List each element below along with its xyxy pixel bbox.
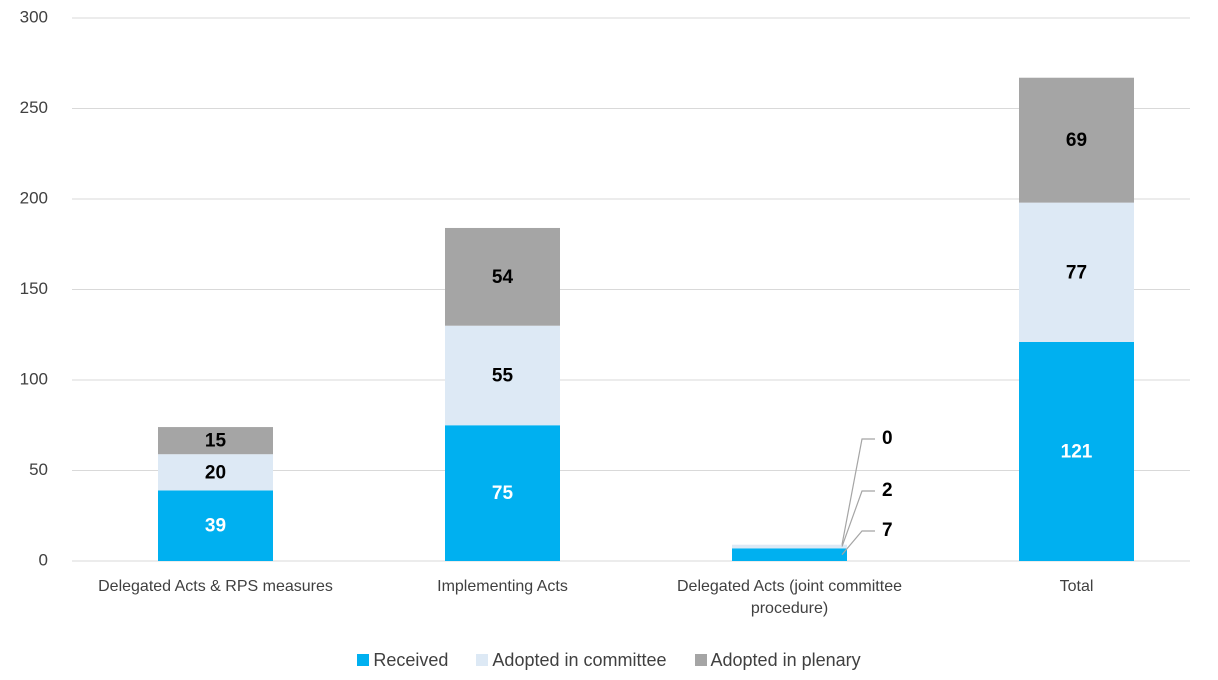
data-label: 0: [882, 428, 893, 449]
bar-segment: [732, 548, 847, 561]
bar-segment: [158, 427, 273, 455]
bar-segment: [158, 490, 273, 561]
legend-label: Received: [373, 650, 449, 670]
bar-segment: [1019, 77, 1134, 203]
bar-segment: [732, 544, 847, 549]
bar-segment: [158, 454, 273, 491]
legend-item: Received: [357, 650, 448, 671]
data-label: 39: [205, 516, 226, 537]
legend-item: Adopted in plenary: [694, 650, 861, 671]
data-label: 15: [205, 431, 227, 452]
bar-segment: [445, 227, 560, 326]
x-tick-label: Delegated Acts (joint committee procedur…: [677, 578, 902, 617]
y-tick-label: 200: [20, 188, 48, 207]
x-tick-label: Delegated Acts & RPS measures: [98, 578, 333, 595]
legend-swatch: [694, 654, 707, 666]
y-tick-label: 0: [39, 550, 48, 569]
data-label: 54: [492, 267, 514, 288]
y-tick-label: 50: [29, 460, 48, 479]
data-label: 69: [1066, 130, 1087, 151]
bar-segment: [445, 425, 560, 561]
data-label: 20: [205, 462, 226, 483]
leader-line: [841, 490, 875, 547]
legend-swatch: [357, 654, 370, 666]
legend-swatch: [476, 654, 489, 666]
x-tick-label: Implementing Acts: [437, 578, 568, 595]
leader-line: [841, 530, 875, 556]
legend: Received Adopted in committee Adopted in p…: [0, 650, 1218, 671]
legend-label: Adopted in committee: [492, 650, 667, 670]
y-tick-label: 300: [20, 7, 48, 26]
legend-item: Adopted in committee: [476, 650, 667, 671]
leader-line: [841, 438, 875, 545]
y-tick-label: 250: [20, 98, 48, 117]
data-label: 75: [492, 483, 514, 504]
bar-segment: [1019, 341, 1134, 561]
data-label: 7: [882, 520, 893, 541]
y-tick-label: 100: [20, 369, 48, 388]
x-tick-label: Total: [1059, 578, 1094, 595]
bar-segment: [445, 325, 560, 426]
data-label: 2: [882, 480, 893, 501]
data-label: 77: [1066, 262, 1087, 283]
legend-label: Adopted in plenary: [710, 650, 861, 670]
data-label: 121: [1061, 442, 1093, 463]
bar-segment: [1019, 202, 1134, 342]
data-label: 55: [492, 365, 514, 386]
y-tick-label: 150: [20, 279, 48, 298]
